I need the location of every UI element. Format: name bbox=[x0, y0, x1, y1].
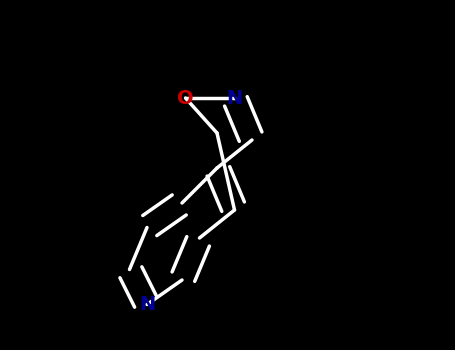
Text: N: N bbox=[227, 89, 243, 107]
Text: O: O bbox=[177, 89, 194, 107]
Text: N: N bbox=[139, 295, 155, 314]
